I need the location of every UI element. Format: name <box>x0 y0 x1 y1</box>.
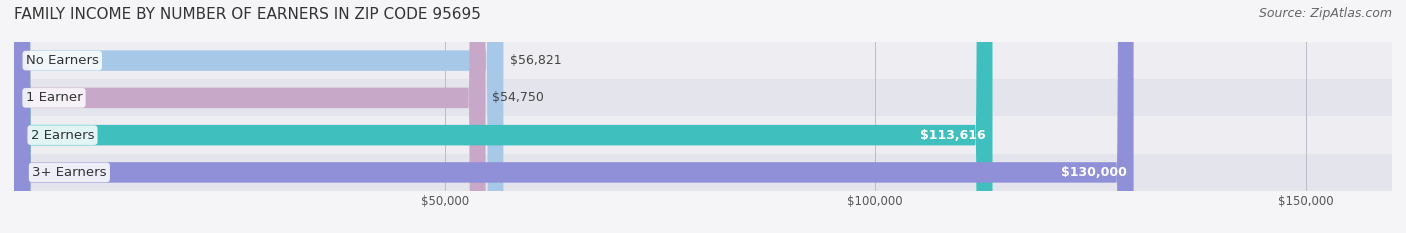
Text: $113,616: $113,616 <box>920 129 986 142</box>
Bar <box>14 42 1392 79</box>
FancyBboxPatch shape <box>14 0 1133 233</box>
Text: 2 Earners: 2 Earners <box>31 129 94 142</box>
Bar <box>14 79 1392 116</box>
Text: 1 Earner: 1 Earner <box>25 91 83 104</box>
FancyBboxPatch shape <box>14 0 485 233</box>
Text: 3+ Earners: 3+ Earners <box>32 166 107 179</box>
FancyBboxPatch shape <box>14 0 993 233</box>
Text: FAMILY INCOME BY NUMBER OF EARNERS IN ZIP CODE 95695: FAMILY INCOME BY NUMBER OF EARNERS IN ZI… <box>14 7 481 22</box>
Text: $56,821: $56,821 <box>510 54 562 67</box>
Bar <box>14 116 1392 154</box>
Text: No Earners: No Earners <box>25 54 98 67</box>
Text: Source: ZipAtlas.com: Source: ZipAtlas.com <box>1258 7 1392 20</box>
Text: $130,000: $130,000 <box>1060 166 1126 179</box>
FancyBboxPatch shape <box>14 0 503 233</box>
Text: $54,750: $54,750 <box>492 91 544 104</box>
Bar <box>14 154 1392 191</box>
